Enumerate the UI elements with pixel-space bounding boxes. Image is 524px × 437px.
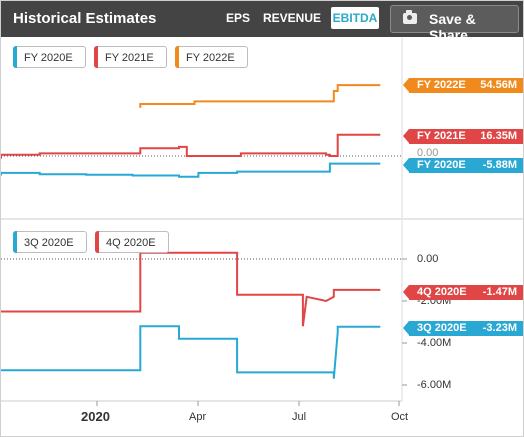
xtick-label-oct: Oct: [391, 411, 409, 423]
tag-fy2022: FY 2022E 54.56M: [403, 78, 523, 93]
xtick-label-jul: Jul: [292, 411, 307, 423]
tag-fy2020: FY 2020E -5.88M: [403, 158, 523, 173]
ytick-label-3: -6.00M: [417, 379, 452, 391]
tag-label: FY 2021E: [417, 130, 466, 142]
tag-label: 3Q 2020E: [417, 322, 467, 334]
series-line-4q-2020e: [1, 251, 381, 327]
legend-fy2022[interactable]: FY 2022E: [175, 46, 248, 68]
tag-value: 54.56M: [480, 79, 517, 91]
tag-pointer: [403, 321, 409, 335]
tag-value: 16.35M: [480, 130, 517, 142]
tag-pointer: [403, 78, 409, 92]
series-line-fy-2020e: [1, 162, 381, 178]
tag-value: -5.88M: [482, 159, 517, 171]
legend-3q2020[interactable]: 3Q 2020E: [13, 231, 87, 253]
legend-label: FY 2022E: [186, 52, 235, 64]
tag-3q2020: 3Q 2020E -3.23M: [403, 321, 523, 336]
legend-swatch: [13, 231, 17, 253]
tag-fy2021: FY 2021E 16.35M: [403, 129, 523, 144]
tab-eps[interactable]: EPS: [225, 11, 250, 25]
tag-pointer: [403, 129, 409, 143]
legend-label: FY 2021E: [105, 52, 154, 64]
tab-ebitda[interactable]: EBITDA: [331, 7, 379, 29]
widget-title: Historical Estimates: [13, 10, 157, 27]
tab-revenue[interactable]: REVENUE: [262, 11, 321, 25]
series-line-3q-2020e: [1, 325, 381, 379]
legend-fy2021[interactable]: FY 2021E: [94, 46, 167, 68]
ytick-label-2: -4.00M: [417, 337, 452, 349]
tag-label: FY 2020E: [417, 159, 466, 171]
tag-label: FY 2022E: [417, 79, 466, 91]
widget-header: Historical Estimates EPS REVENUE EBITDA …: [1, 1, 523, 43]
legend-label: 4Q 2020E: [106, 237, 156, 249]
legend-label: FY 2020E: [24, 52, 73, 64]
tag-pointer: [403, 285, 409, 299]
camera-icon: [403, 10, 417, 24]
save-and-share-button[interactable]: Save & Share: [390, 5, 519, 43]
series-line-fy-2021e: [1, 133, 381, 159]
tag-4q2020: 4Q 2020E -1.47M: [403, 285, 523, 300]
tag-value: -1.47M: [482, 286, 517, 298]
series-line-fy-2022e: [139, 84, 381, 108]
top-zero-tick-label: 0.00: [417, 147, 439, 159]
legend-swatch: [94, 46, 98, 68]
legend-swatch: [13, 46, 17, 68]
legend-swatch: [95, 231, 99, 253]
tag-label: 4Q 2020E: [417, 286, 467, 298]
xtick-label-2020: 2020: [81, 409, 110, 424]
legend-4q2020[interactable]: 4Q 2020E: [95, 231, 169, 253]
legend-fy2020[interactable]: FY 2020E: [13, 46, 86, 68]
tag-value: -3.23M: [482, 322, 517, 334]
legend-swatch: [175, 46, 179, 68]
legend-label: 3Q 2020E: [24, 237, 74, 249]
xtick-label-apr: Apr: [189, 411, 207, 423]
ytick-label-0: 0.00: [417, 253, 439, 265]
tag-pointer: [403, 158, 409, 172]
save-and-share-label: Save & Share: [429, 11, 476, 43]
